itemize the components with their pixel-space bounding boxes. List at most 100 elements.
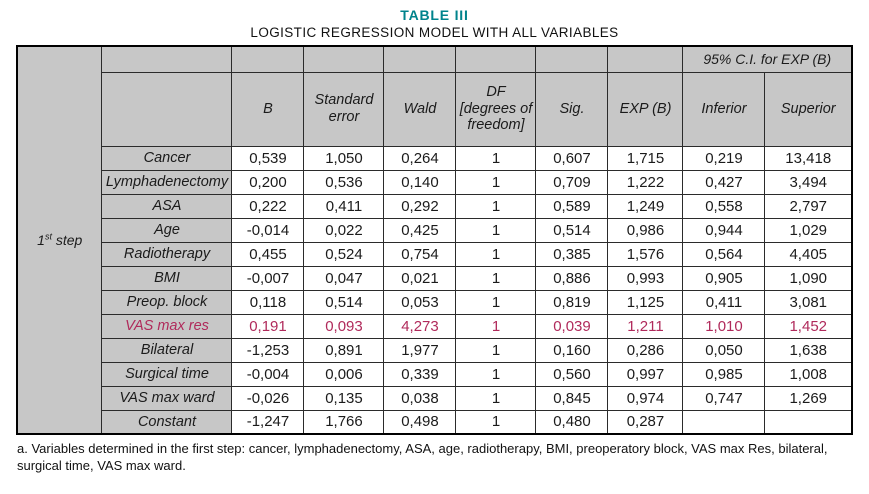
value-cell: 1,010 [682,313,766,339]
value-cell: 3,494 [764,169,853,195]
spacer-cell [535,45,609,73]
value-cell: 0,286 [607,337,684,363]
value-cell: 1 [455,241,537,267]
column-header-sig: Sig. [535,71,609,147]
variable-label: VAS max res [101,313,233,339]
value-cell: 1,638 [764,337,853,363]
table-row: ASA 0,222 0,411 0,292 1 0,589 1,249 0,55… [17,193,853,219]
value-cell: 0,747 [682,385,766,411]
value-cell: 0,985 [682,361,766,387]
table-row: Radiotherapy 0,455 0,524 0,754 1 0,385 1… [17,241,853,267]
variable-label: Lymphadenectomy [101,169,233,195]
variable-label: Radiotherapy [101,241,233,267]
value-cell: 4,273 [383,313,457,339]
value-cell: 1 [455,385,537,411]
value-cell: 1 [455,217,537,243]
value-cell: 0,480 [535,409,609,435]
value-cell: 0,539 [231,145,305,171]
value-cell: 1,125 [607,289,684,315]
value-cell: 0,411 [303,193,385,219]
variable-label: ASA [101,193,233,219]
value-cell: 0,564 [682,241,766,267]
value-cell: 1,090 [764,265,853,291]
value-cell: 0,993 [607,265,684,291]
value-cell: 1,977 [383,337,457,363]
value-cell: 0,118 [231,289,305,315]
variable-label: Bilateral [101,337,233,363]
value-cell: 1 [455,193,537,219]
variable-label: Surgical time [101,361,233,387]
value-cell: 1,008 [764,361,853,387]
column-header-superior: Superior [764,71,853,147]
value-cell: 0,339 [383,361,457,387]
value-cell [764,409,853,435]
value-cell: 1,269 [764,385,853,411]
value-cell: 1 [455,289,537,315]
value-cell: 0,589 [535,193,609,219]
value-cell: 0,053 [383,289,457,315]
value-cell: 1,576 [607,241,684,267]
variable-label: Cancer [101,145,233,171]
variable-label: BMI [101,265,233,291]
value-cell: 1 [455,337,537,363]
variable-label: Constant [101,409,233,435]
table-subtitle: LOGISTIC REGRESSION MODEL WITH ALL VARIA… [250,25,619,40]
value-cell: 1 [455,313,537,339]
table-row: Constant -1,247 1,766 0,498 1 0,480 0,28… [17,409,853,435]
value-cell: 0,050 [682,337,766,363]
column-header-df: DF [degrees of freedom] [455,71,537,147]
value-cell: 1 [455,265,537,291]
table-title: TABLE III [400,7,469,23]
spacer-cell [303,45,385,73]
value-cell: -0,026 [231,385,305,411]
table-row: Lymphadenectomy 0,200 0,536 0,140 1 0,70… [17,169,853,195]
value-cell: 0,039 [535,313,609,339]
column-header-row: B Standard error Wald DF [degrees of fre… [17,71,853,147]
value-cell: 0,905 [682,265,766,291]
value-cell: 0,093 [303,313,385,339]
value-cell: 0,891 [303,337,385,363]
value-cell: 0,986 [607,217,684,243]
value-cell: 1 [455,145,537,171]
value-cell: 0,974 [607,385,684,411]
value-cell: 0,845 [535,385,609,411]
value-cell: 0,944 [682,217,766,243]
table-row-highlighted: VAS max res 0,191 0,093 4,273 1 0,039 1,… [17,313,853,339]
value-cell: 0,022 [303,217,385,243]
value-cell: 0,021 [383,265,457,291]
value-cell: 1,715 [607,145,684,171]
value-cell: 0,140 [383,169,457,195]
step-cell: 1st step [16,45,103,435]
value-cell: 0,264 [383,145,457,171]
value-cell: 1 [455,169,537,195]
column-header-wald: Wald [383,71,457,147]
value-cell: 0,427 [682,169,766,195]
value-cell: -0,004 [231,361,305,387]
value-cell: -1,247 [231,409,305,435]
value-cell: 0,524 [303,241,385,267]
column-header-b: B [231,71,305,147]
value-cell [682,409,766,435]
spacer-cell [231,45,305,73]
value-cell: 0,038 [383,385,457,411]
value-cell: 0,754 [383,241,457,267]
variable-label: Preop. block [101,289,233,315]
value-cell: 1,222 [607,169,684,195]
value-cell: 0,514 [303,289,385,315]
spacer-cell [101,45,233,73]
value-cell: 1 [455,361,537,387]
value-cell: 0,607 [535,145,609,171]
table-row: Age -0,014 0,022 0,425 1 0,514 0,986 0,9… [17,217,853,243]
value-cell: 0,160 [535,337,609,363]
table-row: Cancer 0,539 1,050 0,264 1 0,607 1,715 0… [17,145,853,171]
value-cell: 1 [455,409,537,435]
value-cell: 0,997 [607,361,684,387]
value-cell: 13,418 [764,145,853,171]
variable-label: VAS max ward [101,385,233,411]
value-cell: 0,560 [535,361,609,387]
value-cell: 0,411 [682,289,766,315]
step-label: 1st step [37,231,83,248]
value-cell: -0,007 [231,265,305,291]
value-cell: 1,050 [303,145,385,171]
